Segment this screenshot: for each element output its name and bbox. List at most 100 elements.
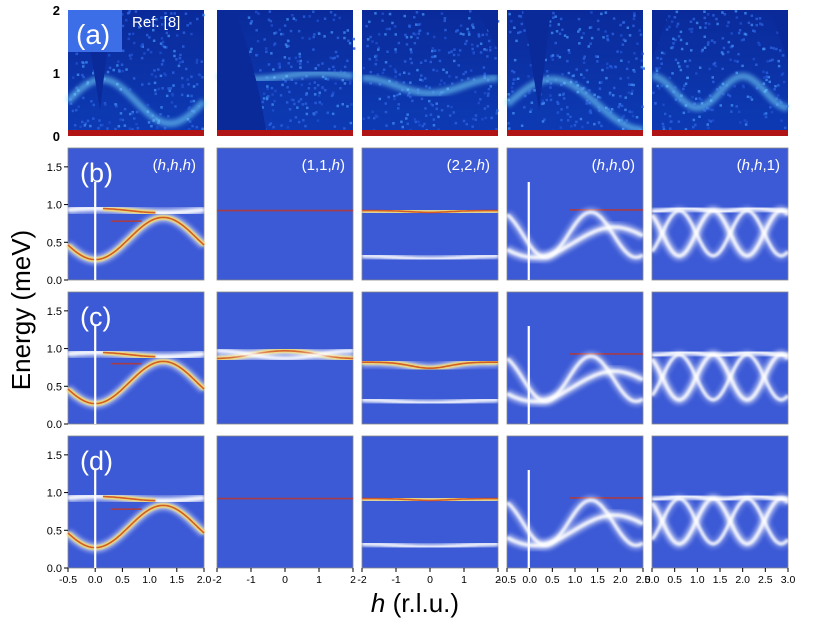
exp-noise-pixel	[200, 60, 203, 63]
sim-panel-c-2	[216, 291, 354, 425]
sim-panel-b-5: (h,h,1)	[648, 147, 792, 281]
exp-noise-pixel	[577, 17, 581, 21]
exp-noise-pixel	[71, 109, 75, 113]
exp-noise-pixel	[349, 121, 353, 125]
exp-noise-pixel	[699, 26, 702, 29]
exp-noise-pixel	[397, 103, 400, 106]
exp-noise-pixel	[692, 118, 696, 122]
exp-noise-pixel	[386, 50, 389, 53]
exp-noise-pixel	[117, 69, 121, 72]
exp-noise-pixel	[561, 28, 564, 31]
exp-noise-pixel	[456, 29, 459, 32]
exp-noise-pixel	[186, 78, 189, 81]
exp-noise-pixel	[604, 11, 608, 14]
exp-noise-pixel	[343, 127, 346, 130]
xtick-label: 0.0	[645, 574, 660, 586]
exp-noise-pixel	[423, 122, 426, 126]
ytick-label: 1.5	[47, 450, 62, 462]
exp-noise-pixel	[773, 88, 776, 91]
exp-noise-pixel	[510, 20, 513, 23]
exp-noise-pixel	[543, 118, 546, 121]
exp-noise-pixel	[752, 57, 756, 61]
exp-noise-pixel	[638, 29, 641, 32]
exp-noise-pixel	[249, 50, 252, 53]
exp-noise-pixel	[86, 119, 90, 123]
exp-noise-pixel	[296, 106, 299, 109]
exp-noise-pixel	[416, 68, 419, 72]
exp-noise-pixel	[580, 36, 584, 39]
exp-noise-pixel	[616, 50, 619, 53]
xtick-label: -0.5	[498, 574, 516, 586]
exp-noise-pixel	[308, 82, 311, 85]
exp-noise-pixel	[85, 61, 88, 64]
sim-panel-c-1: 0.0 0.5 1.0 1.5 (c)	[47, 291, 208, 431]
exp-noise-pixel	[266, 85, 269, 88]
exp-noise-pixel	[412, 32, 415, 35]
exp-noise-pixel	[413, 41, 417, 45]
exp-noise-pixel	[747, 21, 751, 25]
exp-noise-pixel	[306, 60, 309, 64]
exp-noise-pixel	[674, 86, 677, 89]
exp-noise-pixel	[476, 44, 479, 48]
exp-noise-pixel	[263, 38, 266, 41]
ytick-label: 1.5	[47, 306, 62, 318]
exp-noise-pixel	[719, 104, 722, 107]
exp-noise-pixel	[187, 128, 191, 131]
exp-noise-pixel	[679, 68, 683, 72]
exp-noise-pixel	[626, 26, 630, 29]
exp-noise-pixel	[382, 68, 386, 71]
exp-noise-pixel	[471, 117, 475, 121]
exp-noise-pixel	[689, 20, 693, 23]
exp-noise-pixel	[514, 78, 517, 81]
exp-noise-pixel	[587, 45, 590, 48]
exp-noise-pixel	[174, 105, 177, 108]
exp-noise-pixel	[471, 125, 474, 128]
panel-label-5: (h,h,1)	[737, 157, 780, 174]
exp-noise-pixel	[179, 53, 182, 57]
exp-noise-pixel	[381, 12, 385, 15]
exp-noise-pixel	[712, 14, 715, 17]
exp-noise-pixel	[443, 17, 447, 20]
exp-noise-pixel	[597, 95, 600, 99]
exp-noise-pixel	[262, 97, 266, 100]
exp-noise-pixel	[560, 118, 563, 122]
exp-noise-pixel	[596, 55, 599, 58]
exp-noise-pixel	[738, 29, 742, 32]
exp-noise-pixel	[160, 16, 163, 19]
exp-noise-pixel	[674, 58, 678, 62]
exp-noise-pixel	[545, 70, 549, 73]
exp-noise-pixel	[508, 12, 511, 16]
exp-noise-pixel	[677, 35, 681, 38]
exp-noise-pixel	[708, 94, 712, 97]
exp-noise-pixel	[121, 13, 124, 16]
exp-noise-pixel	[445, 71, 448, 74]
xtick-label: 2	[495, 574, 501, 586]
exp-noise-pixel	[551, 58, 554, 61]
exp-noise-pixel	[697, 90, 701, 93]
exp-noise-pixel	[703, 35, 706, 38]
exp-noise-pixel	[128, 88, 132, 91]
exp-noise-pixel	[308, 15, 311, 18]
exp-noise-pixel	[249, 22, 253, 25]
exp-noise-pixel	[326, 111, 329, 115]
exp-noise-pixel	[523, 106, 526, 109]
exp-noise-pixel	[487, 92, 490, 95]
exp-noise-pixel	[578, 28, 582, 31]
exp-noise-pixel	[413, 16, 416, 19]
exp-noise-pixel	[688, 28, 691, 31]
xtick-label: 0	[282, 574, 288, 586]
panel-label-part: h	[158, 157, 166, 174]
exp-noise-pixel	[381, 71, 385, 75]
exp-noise-pixel	[608, 92, 612, 96]
exp-noise-pixel	[83, 124, 87, 127]
exp-noise-pixel	[627, 60, 630, 64]
xtick-label: 1.5	[713, 574, 728, 586]
exp-noise-pixel	[660, 62, 663, 65]
exp-noise-pixel	[562, 97, 566, 100]
exp-noise-pixel	[769, 46, 773, 49]
exp-noise-pixel	[453, 48, 456, 51]
exp-noise-pixel	[769, 106, 772, 109]
exp-noise-pixel	[438, 83, 442, 86]
exp-noise-pixel	[278, 66, 281, 69]
band-core	[362, 398, 498, 405]
